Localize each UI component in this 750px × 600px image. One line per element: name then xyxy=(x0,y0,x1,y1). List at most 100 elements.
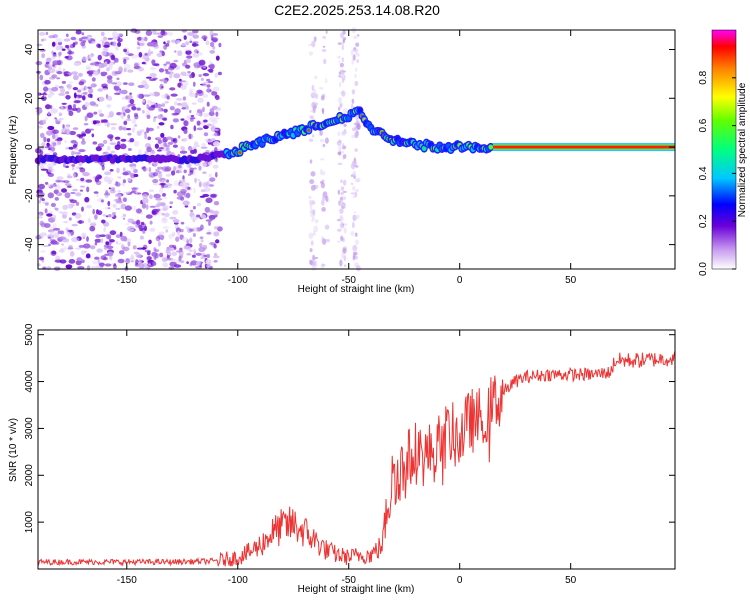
noise-speckle xyxy=(108,111,114,118)
noise-speckle xyxy=(179,150,188,154)
noise-speckle xyxy=(166,146,170,152)
noise-speckle xyxy=(182,175,185,181)
noise-streak xyxy=(321,179,325,183)
noise-speckle xyxy=(80,177,85,182)
noise-speckle xyxy=(183,120,189,127)
noise-streak xyxy=(338,81,342,88)
noise-speckle xyxy=(70,36,77,41)
noise-streak xyxy=(318,87,324,90)
noise-speckle xyxy=(88,73,93,77)
noise-speckle xyxy=(77,89,82,93)
noise-speckle xyxy=(91,41,97,44)
noise-speckle xyxy=(198,74,202,78)
noise-speckle xyxy=(121,106,126,112)
noise-speckle xyxy=(64,140,67,143)
noise-speckle xyxy=(188,88,194,93)
noise-speckle xyxy=(54,138,60,142)
noise-speckle xyxy=(168,234,173,240)
noise-speckle xyxy=(128,82,135,86)
noise-speckle xyxy=(44,181,49,185)
noise-speckle xyxy=(130,260,134,263)
noise-speckle xyxy=(142,197,149,204)
noise-speckle xyxy=(210,194,217,199)
noise-speckle xyxy=(169,74,173,79)
noise-speckle xyxy=(211,91,218,96)
noise-speckle xyxy=(196,108,203,113)
y-tick-label: 40 xyxy=(24,44,35,56)
noise-speckle xyxy=(156,125,160,129)
noise-speckle xyxy=(38,200,42,204)
noise-speckle xyxy=(106,145,111,151)
noise-speckle xyxy=(67,104,73,110)
noise-speckle xyxy=(153,193,161,199)
noise-streak xyxy=(342,248,347,254)
noise-speckle xyxy=(67,175,73,179)
noise-speckle xyxy=(165,61,171,65)
noise-streak xyxy=(343,123,347,128)
noise-streak xyxy=(321,263,326,267)
noise-speckle xyxy=(141,247,147,250)
noise-speckle xyxy=(95,146,102,152)
noise-speckle xyxy=(144,52,148,56)
noise-speckle xyxy=(180,228,184,233)
noise-speckle xyxy=(94,177,100,183)
noise-speckle xyxy=(176,39,181,44)
noise-speckle xyxy=(191,43,199,47)
noise-speckle xyxy=(84,196,90,203)
noise-speckle xyxy=(125,51,130,56)
noise-speckle xyxy=(137,84,145,89)
noise-speckle xyxy=(202,65,207,69)
noise-speckle xyxy=(42,38,47,42)
noise-speckle xyxy=(173,165,177,172)
noise-speckle xyxy=(144,133,148,140)
noise-speckle xyxy=(45,57,52,63)
noise-streak xyxy=(354,191,358,197)
noise-speckle xyxy=(123,191,130,194)
noise-speckle xyxy=(45,31,49,36)
noise-speckle xyxy=(117,140,121,147)
noise-speckle xyxy=(54,259,62,263)
noise-speckle xyxy=(157,241,161,247)
noise-speckle xyxy=(107,251,114,257)
noise-speckle xyxy=(173,180,180,187)
noise-streak xyxy=(355,239,359,246)
spectrogram-background-speckle xyxy=(35,27,361,272)
noise-speckle xyxy=(152,261,157,266)
noise-speckle xyxy=(141,61,146,65)
noise-speckle xyxy=(200,189,206,193)
noise-speckle xyxy=(190,114,195,118)
noise-speckle xyxy=(187,187,191,190)
noise-streak xyxy=(308,199,313,206)
noise-speckle xyxy=(136,93,143,99)
noise-speckle xyxy=(65,33,69,38)
noise-speckle xyxy=(73,92,77,99)
noise-speckle xyxy=(67,233,71,237)
noise-speckle xyxy=(100,119,104,123)
noise-speckle xyxy=(46,213,53,217)
noise-speckle xyxy=(201,142,207,147)
noise-streak xyxy=(309,248,313,253)
noise-speckle xyxy=(108,187,112,190)
noise-speckle xyxy=(39,220,44,226)
noise-speckle xyxy=(47,236,52,239)
noise-speckle xyxy=(60,105,64,109)
noise-speckle xyxy=(169,205,172,209)
noise-speckle xyxy=(142,229,146,234)
noise-speckle xyxy=(211,125,214,131)
noise-speckle xyxy=(91,133,95,138)
noise-speckle xyxy=(148,239,152,245)
noise-speckle xyxy=(60,248,64,253)
noise-speckle xyxy=(203,132,209,137)
noise-speckle xyxy=(213,255,220,259)
noise-speckle xyxy=(76,133,82,138)
noise-streak xyxy=(322,108,325,115)
noise-streak xyxy=(323,58,327,65)
noise-speckle xyxy=(114,193,122,198)
noise-speckle xyxy=(82,172,90,177)
noise-speckle xyxy=(41,142,46,148)
noise-streak xyxy=(339,69,345,76)
noise-speckle xyxy=(130,254,134,259)
noise-speckle xyxy=(177,82,182,88)
noise-speckle xyxy=(62,211,68,216)
noise-speckle xyxy=(169,87,176,91)
